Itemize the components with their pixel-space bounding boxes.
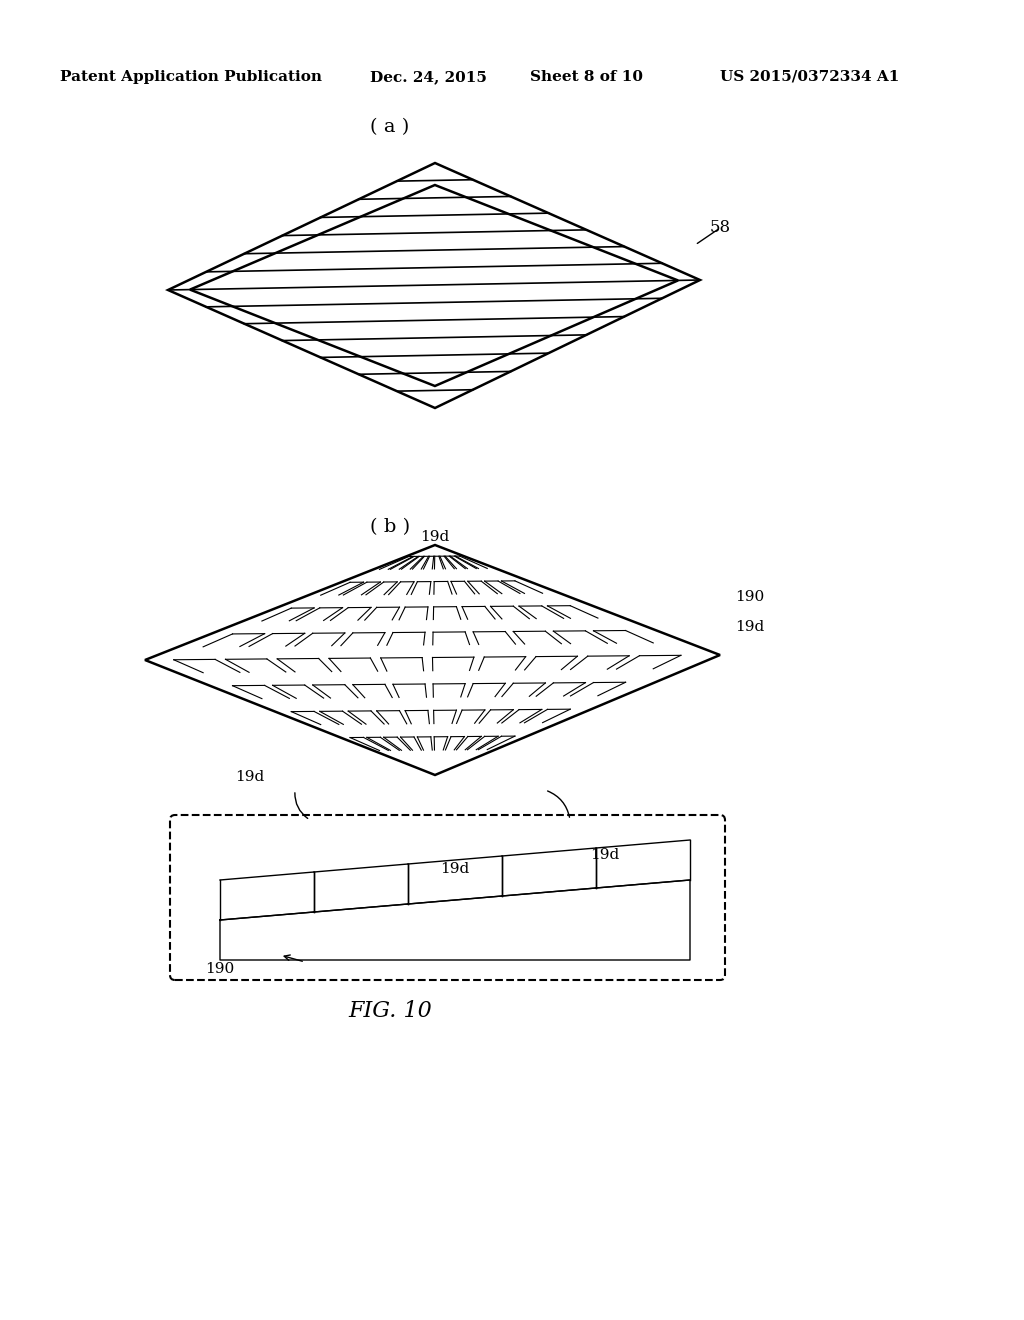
Text: 19d: 19d <box>421 531 450 544</box>
Text: 190: 190 <box>205 962 234 975</box>
Text: Dec. 24, 2015: Dec. 24, 2015 <box>370 70 486 84</box>
Text: ( b ): ( b ) <box>370 517 410 536</box>
Text: US 2015/0372334 A1: US 2015/0372334 A1 <box>720 70 899 84</box>
Text: 19d: 19d <box>735 620 764 634</box>
Text: ( a ): ( a ) <box>371 117 410 136</box>
Text: 19d: 19d <box>236 770 264 784</box>
Text: Patent Application Publication: Patent Application Publication <box>60 70 322 84</box>
Text: Sheet 8 of 10: Sheet 8 of 10 <box>530 70 643 84</box>
Text: 19d: 19d <box>590 847 620 862</box>
Text: 190: 190 <box>735 590 764 605</box>
Text: FIG. 10: FIG. 10 <box>348 1001 432 1022</box>
Text: 58: 58 <box>710 219 731 236</box>
Text: 19d: 19d <box>440 862 469 876</box>
